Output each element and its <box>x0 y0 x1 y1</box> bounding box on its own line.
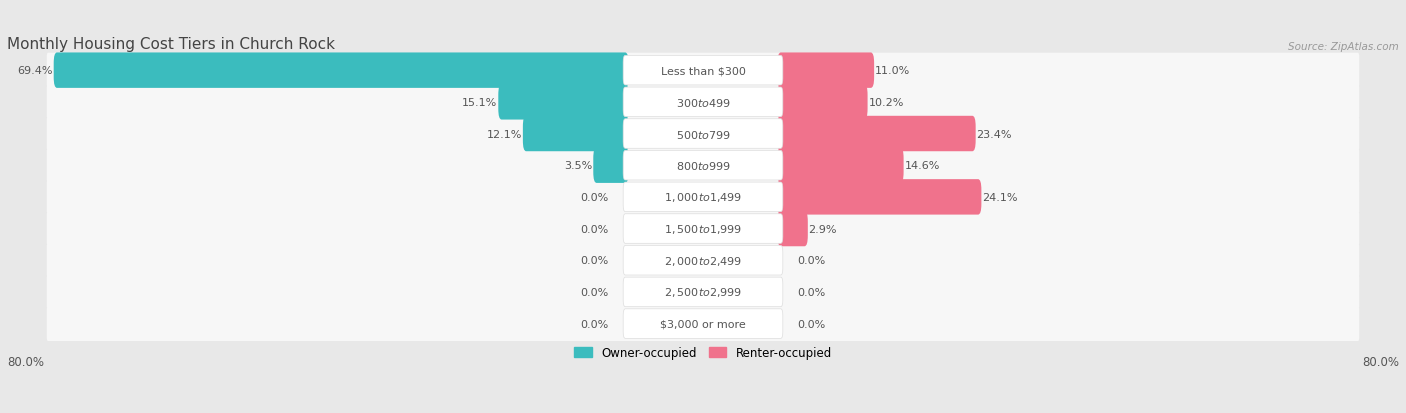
Text: Source: ZipAtlas.com: Source: ZipAtlas.com <box>1288 42 1399 52</box>
FancyBboxPatch shape <box>778 211 808 247</box>
FancyBboxPatch shape <box>623 309 783 339</box>
Text: Less than $300: Less than $300 <box>661 66 745 76</box>
Text: $500 to $799: $500 to $799 <box>675 128 731 140</box>
Text: $300 to $499: $300 to $499 <box>675 97 731 109</box>
Text: 15.1%: 15.1% <box>463 97 498 107</box>
FancyBboxPatch shape <box>778 180 981 215</box>
Text: 69.4%: 69.4% <box>17 66 53 76</box>
Text: 80.0%: 80.0% <box>1362 356 1399 368</box>
FancyBboxPatch shape <box>53 53 628 89</box>
FancyBboxPatch shape <box>623 88 783 117</box>
FancyBboxPatch shape <box>523 116 628 152</box>
Text: 80.0%: 80.0% <box>7 356 44 368</box>
Text: $2,500 to $2,999: $2,500 to $2,999 <box>664 286 742 299</box>
Text: 11.0%: 11.0% <box>875 66 910 76</box>
Text: 3.5%: 3.5% <box>564 161 592 171</box>
FancyBboxPatch shape <box>46 306 1360 341</box>
FancyBboxPatch shape <box>46 54 1360 88</box>
FancyBboxPatch shape <box>46 275 1360 310</box>
Text: 0.0%: 0.0% <box>797 319 825 329</box>
Text: 0.0%: 0.0% <box>797 256 825 266</box>
FancyBboxPatch shape <box>778 116 976 152</box>
Text: 0.0%: 0.0% <box>581 192 609 202</box>
Text: 0.0%: 0.0% <box>581 319 609 329</box>
FancyBboxPatch shape <box>623 119 783 149</box>
Text: $1,000 to $1,499: $1,000 to $1,499 <box>664 191 742 204</box>
Text: $3,000 or more: $3,000 or more <box>661 319 745 329</box>
FancyBboxPatch shape <box>46 85 1360 120</box>
FancyBboxPatch shape <box>46 180 1360 215</box>
Text: 0.0%: 0.0% <box>797 287 825 297</box>
FancyBboxPatch shape <box>623 214 783 244</box>
Text: $800 to $999: $800 to $999 <box>675 160 731 172</box>
FancyBboxPatch shape <box>623 56 783 86</box>
Text: 0.0%: 0.0% <box>581 256 609 266</box>
FancyBboxPatch shape <box>623 183 783 212</box>
FancyBboxPatch shape <box>46 243 1360 278</box>
Text: 14.6%: 14.6% <box>904 161 939 171</box>
FancyBboxPatch shape <box>623 246 783 275</box>
FancyBboxPatch shape <box>46 211 1360 247</box>
FancyBboxPatch shape <box>46 148 1360 183</box>
FancyBboxPatch shape <box>46 117 1360 152</box>
Text: 10.2%: 10.2% <box>869 97 904 107</box>
Legend: Owner-occupied, Renter-occupied: Owner-occupied, Renter-occupied <box>569 342 837 364</box>
Text: 0.0%: 0.0% <box>581 224 609 234</box>
Text: 0.0%: 0.0% <box>581 287 609 297</box>
Text: 12.1%: 12.1% <box>486 129 522 139</box>
FancyBboxPatch shape <box>498 85 628 120</box>
Text: 2.9%: 2.9% <box>808 224 837 234</box>
Text: Monthly Housing Cost Tiers in Church Rock: Monthly Housing Cost Tiers in Church Roc… <box>7 37 335 52</box>
Text: $1,500 to $1,999: $1,500 to $1,999 <box>664 223 742 235</box>
FancyBboxPatch shape <box>778 148 904 183</box>
Text: $2,000 to $2,499: $2,000 to $2,499 <box>664 254 742 267</box>
Text: 23.4%: 23.4% <box>977 129 1012 139</box>
FancyBboxPatch shape <box>623 151 783 180</box>
FancyBboxPatch shape <box>623 278 783 307</box>
FancyBboxPatch shape <box>778 85 868 120</box>
FancyBboxPatch shape <box>593 148 628 183</box>
Text: 24.1%: 24.1% <box>983 192 1018 202</box>
FancyBboxPatch shape <box>778 53 875 89</box>
